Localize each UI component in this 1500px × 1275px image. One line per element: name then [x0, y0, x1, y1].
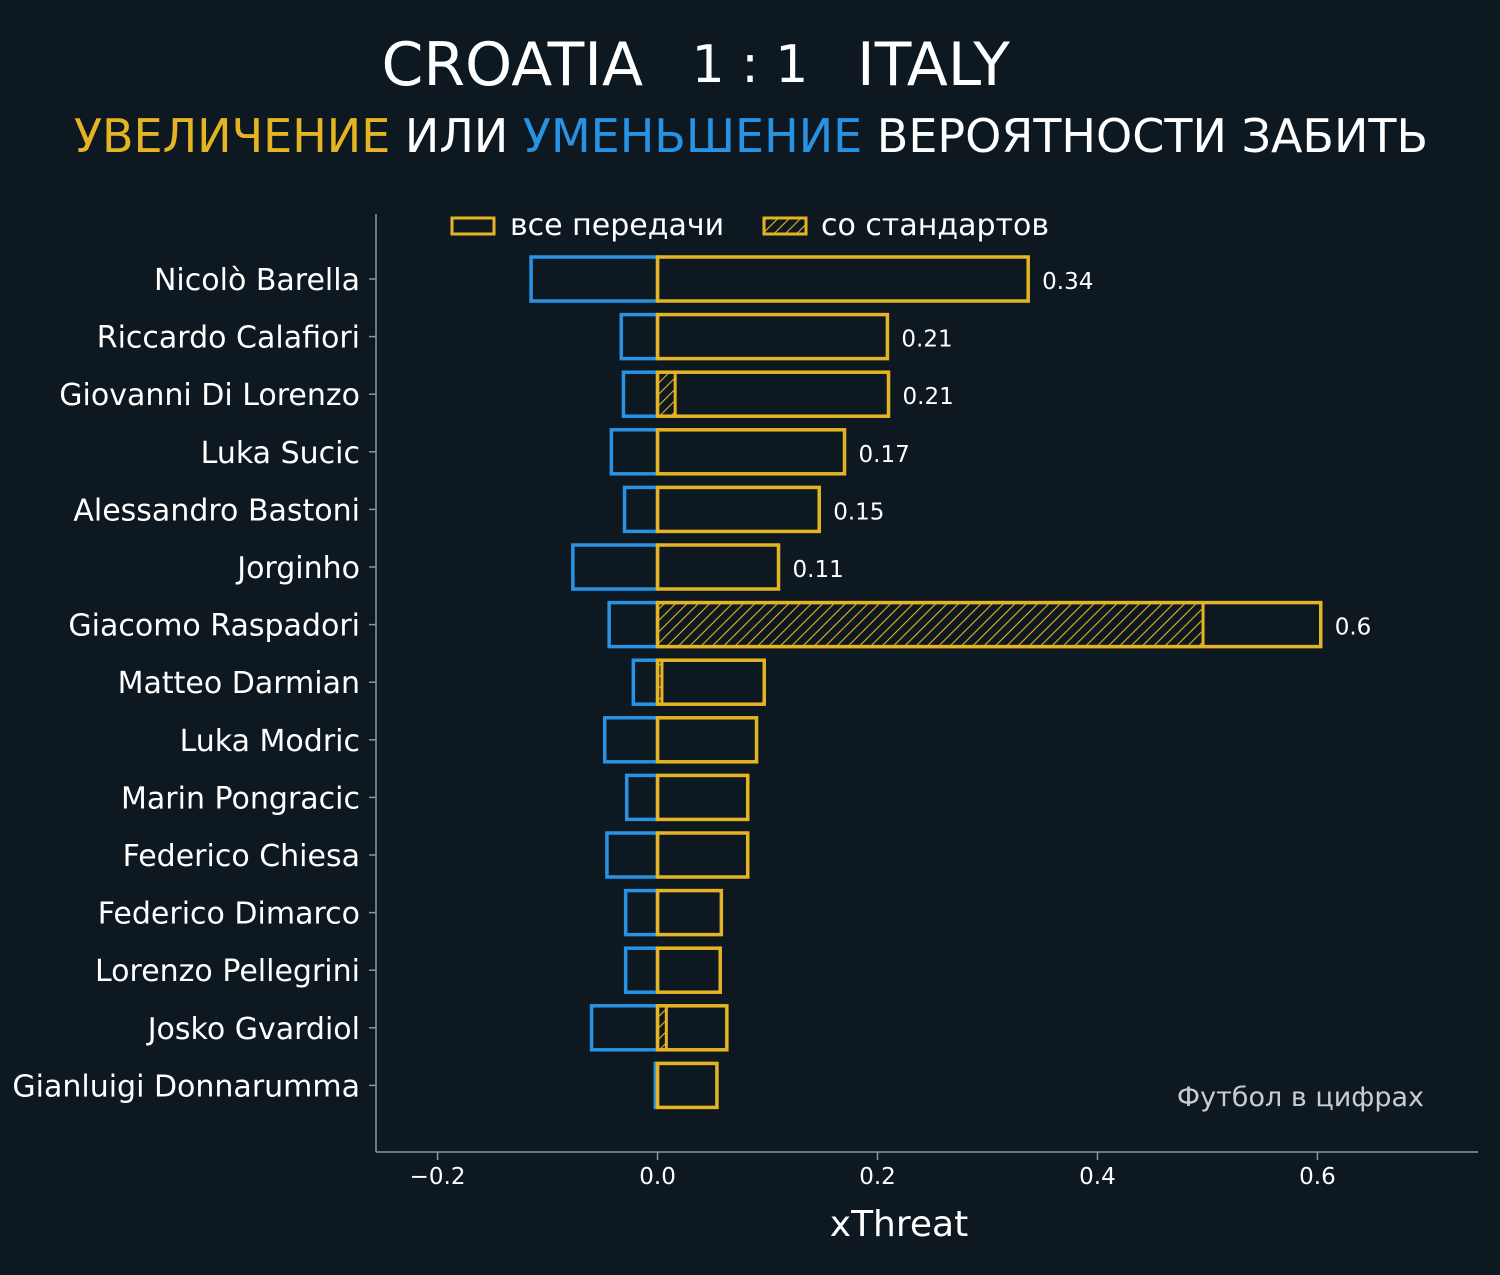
- bar-negative: [529, 255, 660, 303]
- bar-value-label: 0.6: [1335, 615, 1372, 641]
- bar-value-label: 0.11: [793, 557, 844, 583]
- legend-set-pieces-swatch: [762, 216, 808, 236]
- bar-value-label: 0.15: [833, 499, 884, 525]
- bar-set-pieces: [656, 370, 677, 418]
- chart-title-score: 1 : 1: [692, 35, 809, 95]
- bar-positive: [655, 543, 781, 591]
- bar-positive: [655, 831, 750, 879]
- bar-negative: [631, 658, 660, 706]
- player-name: Alessandro Bastoni: [73, 493, 360, 528]
- player-name: Federico Chiesa: [123, 839, 360, 874]
- subtitle-rest: ВЕРОЯТНОСТИ ЗАБИТЬ: [862, 109, 1428, 163]
- x-axis-label: xThreat: [830, 1204, 968, 1245]
- bar-positive: [655, 255, 1030, 303]
- watermark: Футбол в цифрах: [1177, 1082, 1424, 1113]
- bar-negative: [621, 370, 660, 418]
- bar-negative: [623, 946, 660, 994]
- player-name: Luka Sucic: [201, 436, 360, 471]
- bar-value-label: 0.17: [859, 442, 910, 468]
- bar-positive: [655, 888, 724, 937]
- bar-positive: [655, 428, 847, 476]
- bar-negative: [625, 773, 660, 822]
- bar-set-pieces: [656, 601, 1205, 649]
- bar-negative: [609, 428, 660, 476]
- bar-positive: [655, 600, 1323, 649]
- player-name: Riccardo Calafiori: [97, 321, 360, 356]
- chart-title-away-team: ITALY: [857, 30, 1010, 100]
- bar-negative: [605, 831, 660, 879]
- legend-all-passes-swatch: [450, 216, 496, 236]
- x-tick-label: 0.6: [1299, 1164, 1336, 1190]
- x-tick-label: −0.2: [410, 1164, 466, 1190]
- bar-negative: [619, 312, 660, 361]
- subtitle-decrease: УМЕНЬШЕНИЕ: [523, 109, 862, 163]
- player-name: Gianluigi Donnarumma: [12, 1069, 360, 1104]
- bar-positive: [655, 716, 759, 764]
- x-tick-label: 0.4: [1079, 1164, 1116, 1190]
- chart-subtitle: УВЕЛИЧЕНИЕ ИЛИ УМЕНЬШЕНИЕ ВЕРОЯТНОСТИ ЗА…: [74, 109, 1428, 163]
- subtitle-or: ИЛИ: [390, 109, 523, 163]
- player-name: Lorenzo Pellegrini: [95, 954, 360, 989]
- bar-negative: [571, 543, 660, 591]
- legend: все передачи со стандартов: [450, 208, 1049, 243]
- bar-positive: [655, 370, 891, 418]
- legend-all-passes-label: все передачи: [510, 208, 724, 243]
- player-name: Josko Gvardiol: [146, 1012, 360, 1047]
- legend-set-pieces-label: со стандартов: [821, 208, 1049, 243]
- chart-title-home-team: CROATIA: [381, 30, 643, 100]
- bar-negative: [607, 600, 660, 649]
- bar-positive: [655, 485, 821, 534]
- player-name: Giacomo Raspadori: [68, 609, 360, 644]
- y-labels: Nicolò Barella Riccardo Calafiori Giovanni…: [12, 263, 376, 1104]
- bar-value-label: 0.21: [903, 384, 954, 410]
- player-name: Luka Modric: [180, 724, 360, 759]
- bar-positive: [655, 658, 766, 706]
- subtitle-increase: УВЕЛИЧЕНИЕ: [74, 109, 390, 163]
- bar-value-label: 0.21: [901, 327, 952, 353]
- bar-negative: [622, 485, 660, 534]
- bar-positive: [655, 1061, 719, 1110]
- player-name: Giovanni Di Lorenzo: [59, 378, 360, 413]
- x-tick-label: 0.2: [859, 1164, 896, 1190]
- bars: 0.34 0.21 0.21 0.17 0.15 0.11 0.6: [529, 255, 1372, 1110]
- bar-negative: [623, 888, 660, 937]
- bar-value-label: 0.34: [1042, 269, 1093, 295]
- player-name: Jorginho: [235, 551, 360, 586]
- x-ticks: −0.2 0.0 0.2 0.4 0.6: [410, 1152, 1336, 1190]
- bar-negative: [603, 716, 660, 764]
- x-tick-label: 0.0: [639, 1164, 676, 1190]
- bar-positive: [655, 946, 722, 994]
- bar-positive: [655, 1004, 729, 1052]
- bar-negative: [589, 1004, 660, 1052]
- player-name: Nicolò Barella: [154, 263, 360, 298]
- bar-positive: [655, 773, 750, 822]
- bar-positive: [655, 312, 890, 361]
- player-name: Federico Dimarco: [98, 897, 360, 932]
- player-name: Matteo Darmian: [118, 666, 360, 701]
- player-name: Marin Pongracic: [121, 781, 360, 816]
